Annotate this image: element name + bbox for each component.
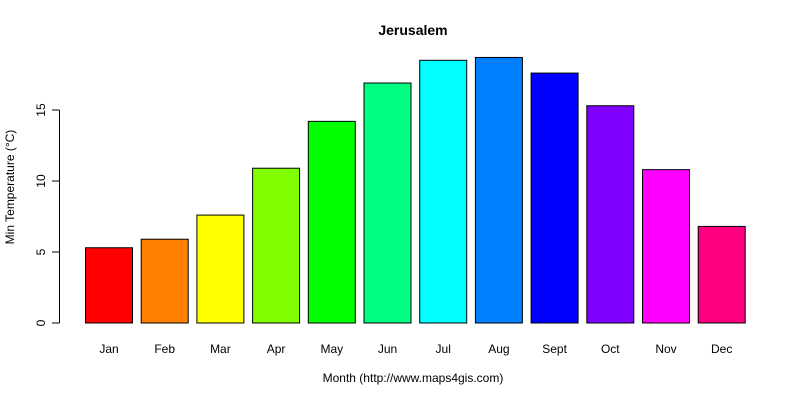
x-tick-label: Sept: [542, 342, 567, 356]
bar-nov: [642, 169, 690, 324]
y-tick-label: 15: [34, 103, 48, 117]
bar-jul: [419, 59, 468, 324]
bar-oct: [586, 105, 635, 324]
bar-mar: [196, 214, 245, 324]
x-tick-label: Dec: [711, 342, 732, 356]
x-tick-label: Jan: [99, 342, 118, 356]
x-tick-label: Feb: [154, 342, 175, 356]
x-tick-label: Aug: [488, 342, 509, 356]
bar-sept: [530, 72, 579, 324]
x-tick-label: Apr: [267, 342, 286, 356]
x-tick-label: Mar: [210, 342, 231, 356]
x-tick-label: May: [320, 342, 343, 356]
bar-may: [307, 120, 356, 324]
x-tick-label: Jul: [436, 342, 451, 356]
x-tick-label: Oct: [601, 342, 620, 356]
chart-title: Jerusalem: [378, 22, 448, 38]
x-tick-label: Jun: [378, 342, 397, 356]
x-axis-label: Month (http://www.maps4gis.com): [322, 371, 504, 385]
bar-feb: [140, 238, 189, 324]
bar-apr: [252, 167, 301, 324]
bar-jun: [363, 82, 412, 324]
y-tick-label: 0: [34, 319, 48, 326]
bar-dec: [697, 225, 746, 324]
y-tick-label: 10: [34, 174, 48, 188]
bar-jan: [85, 247, 133, 324]
x-tick-label: Nov: [655, 342, 676, 356]
y-tick-label: 5: [34, 248, 48, 255]
bar-aug: [474, 56, 523, 324]
